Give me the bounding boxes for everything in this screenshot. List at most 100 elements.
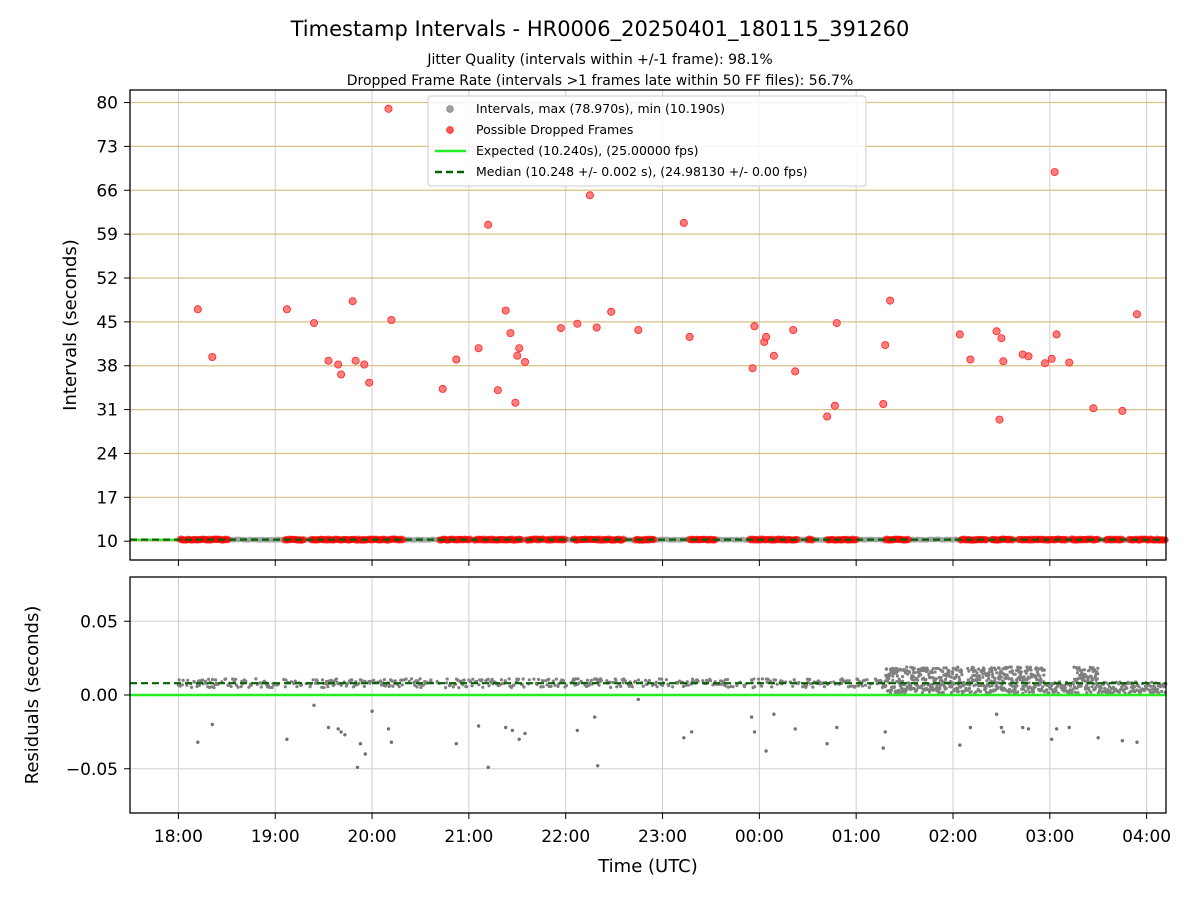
residual-outlier-point <box>389 740 394 744</box>
residual-point <box>391 684 395 688</box>
residual-point <box>981 675 985 679</box>
dropped-frame-point <box>513 351 522 360</box>
residual-point <box>322 685 326 690</box>
residual-outlier-point <box>1054 727 1059 731</box>
residual-point <box>532 677 536 681</box>
dropped-frame-baseline-point <box>224 536 232 544</box>
residual-point <box>490 677 494 682</box>
residual-point <box>1025 677 1029 682</box>
residual-point <box>512 683 516 687</box>
residual-point <box>971 666 976 670</box>
residual-outlier-point <box>575 728 579 733</box>
residual-point <box>978 678 982 682</box>
residual-point <box>1075 671 1080 675</box>
dropped-frame-point <box>324 356 333 365</box>
residual-outlier-point <box>1021 725 1025 730</box>
residual-outlier-point <box>196 740 200 744</box>
residual-point <box>553 683 557 687</box>
residual-point <box>951 672 955 676</box>
residual-point <box>701 679 705 683</box>
residual-point <box>1093 686 1098 690</box>
residual-point <box>775 682 779 686</box>
residual-point <box>1077 666 1081 670</box>
residual-point <box>808 677 812 682</box>
residual-point <box>186 678 190 682</box>
residual-outlier-point <box>343 733 347 737</box>
intervals-y-tick-label: 45 <box>96 313 118 333</box>
dropped-frame-point <box>1052 330 1061 339</box>
residual-point <box>912 666 916 670</box>
dropped-frame-point <box>1065 358 1074 367</box>
residual-point <box>995 671 999 675</box>
residual-outlier-point <box>749 715 754 719</box>
residual-outlier-point <box>593 715 597 719</box>
x-tick-label: 23:00 <box>638 827 687 847</box>
residual-point <box>1021 687 1026 691</box>
x-tick-label: 03:00 <box>1025 827 1074 847</box>
residual-point <box>284 678 288 682</box>
residual-point <box>1090 685 1094 689</box>
residual-point <box>879 679 883 683</box>
residual-point <box>987 676 991 681</box>
residual-outlier-point <box>764 749 768 753</box>
residual-point <box>445 677 449 681</box>
residual-outlier-point <box>1135 740 1139 744</box>
residual-point <box>990 684 994 688</box>
residual-outlier-point <box>312 703 316 707</box>
residual-point <box>999 675 1004 679</box>
residual-point <box>660 683 665 688</box>
dropped-frame-point <box>750 322 759 331</box>
dropped-frame-point <box>762 332 771 341</box>
residual-point <box>724 684 728 688</box>
dropped-frame-point <box>384 104 393 113</box>
intervals-y-tick-label: 10 <box>96 532 118 552</box>
residual-point <box>884 684 888 688</box>
dropped-frame-point <box>748 364 757 373</box>
residual-point <box>875 682 879 686</box>
residual-point <box>888 691 893 695</box>
residual-point <box>611 680 615 685</box>
residual-point <box>1099 686 1103 690</box>
residual-outlier-point <box>336 727 340 731</box>
dropped-frame-point <box>992 327 1001 336</box>
residual-point <box>967 669 971 673</box>
residual-point <box>415 685 419 689</box>
residual-point <box>901 675 905 679</box>
residual-point <box>845 679 849 683</box>
residual-point <box>1103 686 1107 691</box>
dropped-frame-point <box>387 315 396 324</box>
residual-point <box>537 677 541 682</box>
residual-point <box>481 685 485 689</box>
residual-point <box>811 685 815 689</box>
residual-point <box>657 677 662 681</box>
dropped-frame-point <box>999 357 1008 366</box>
dropped-frame-point <box>1118 406 1127 415</box>
residual-point <box>822 685 827 689</box>
residual-point <box>507 677 511 681</box>
dropped-frame-point <box>879 399 888 408</box>
residual-outlier-point <box>999 725 1004 730</box>
residual-point <box>1137 685 1141 689</box>
residual-point <box>224 677 228 681</box>
residual-point <box>236 685 240 689</box>
residual-outlier-point <box>210 722 214 727</box>
residual-point <box>180 683 184 687</box>
residual-point <box>1123 683 1127 688</box>
chart-title: Timestamp Intervals - HR0006_20250401_18… <box>290 17 910 42</box>
residual-point <box>470 684 474 688</box>
residual-outlier-point <box>689 730 694 734</box>
dropped-frame-point <box>556 324 565 333</box>
residual-point <box>1031 690 1035 694</box>
residual-outlier-point <box>486 765 490 769</box>
residual-point <box>239 685 243 689</box>
residual-point <box>726 677 730 682</box>
residual-outlier-point <box>825 742 829 746</box>
residual-point <box>345 682 349 686</box>
residual-point <box>913 671 917 675</box>
legend-marker-dropped <box>446 126 454 134</box>
residual-point <box>664 678 669 682</box>
residual-point <box>1067 690 1071 695</box>
x-tick-label: 20:00 <box>348 827 397 847</box>
residual-point <box>1001 667 1005 671</box>
residual-point <box>308 685 312 689</box>
